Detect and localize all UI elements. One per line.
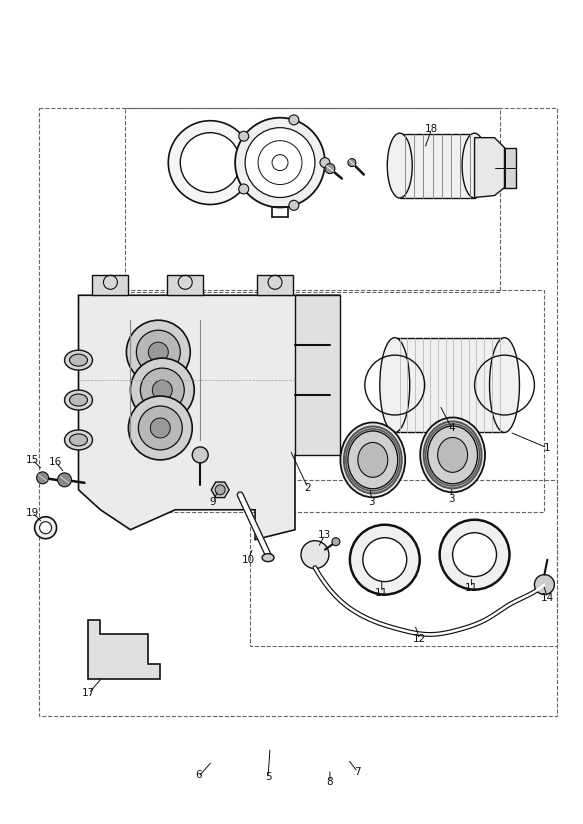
- Circle shape: [332, 538, 340, 545]
- Text: 11: 11: [465, 583, 478, 592]
- Ellipse shape: [490, 338, 519, 433]
- Ellipse shape: [420, 418, 485, 492]
- Circle shape: [150, 418, 170, 438]
- Ellipse shape: [65, 390, 93, 410]
- Circle shape: [245, 128, 315, 198]
- Circle shape: [127, 321, 190, 384]
- Bar: [125, 290, 545, 512]
- Circle shape: [131, 358, 194, 422]
- Text: 1: 1: [544, 443, 551, 453]
- Ellipse shape: [65, 350, 93, 370]
- Polygon shape: [211, 482, 229, 498]
- Text: 7: 7: [354, 767, 361, 777]
- Circle shape: [180, 133, 240, 193]
- Circle shape: [289, 115, 299, 125]
- Ellipse shape: [69, 394, 87, 406]
- Text: 10: 10: [241, 555, 255, 564]
- Circle shape: [440, 520, 510, 590]
- Text: 3: 3: [448, 494, 455, 503]
- Circle shape: [168, 120, 252, 204]
- Circle shape: [37, 472, 48, 484]
- Circle shape: [535, 574, 554, 595]
- Circle shape: [320, 157, 330, 167]
- Bar: [395, 338, 504, 432]
- Circle shape: [148, 342, 168, 362]
- Polygon shape: [295, 295, 340, 455]
- Text: 5: 5: [265, 772, 271, 782]
- Bar: [250, 480, 557, 647]
- Ellipse shape: [438, 438, 468, 472]
- Polygon shape: [167, 275, 203, 295]
- Circle shape: [215, 485, 225, 494]
- Circle shape: [34, 517, 57, 539]
- Circle shape: [128, 396, 192, 460]
- Text: 6: 6: [195, 770, 202, 780]
- Circle shape: [58, 473, 72, 487]
- Text: 2: 2: [305, 483, 311, 493]
- Ellipse shape: [358, 442, 388, 477]
- Ellipse shape: [69, 354, 87, 366]
- Circle shape: [235, 118, 325, 208]
- Text: 14: 14: [541, 592, 554, 602]
- Circle shape: [289, 200, 299, 210]
- Text: 3: 3: [368, 497, 375, 507]
- Text: 12: 12: [413, 634, 426, 644]
- Text: 17: 17: [82, 688, 95, 698]
- Circle shape: [348, 158, 356, 166]
- Circle shape: [136, 330, 180, 374]
- Bar: [125, 108, 500, 293]
- Bar: [38, 108, 557, 716]
- Ellipse shape: [380, 338, 410, 433]
- Polygon shape: [475, 138, 504, 198]
- Bar: [494, 147, 517, 188]
- Circle shape: [141, 368, 184, 412]
- Circle shape: [301, 541, 329, 569]
- Circle shape: [138, 406, 182, 450]
- Text: 13: 13: [318, 530, 332, 540]
- Text: 9: 9: [210, 497, 216, 507]
- Ellipse shape: [462, 133, 487, 198]
- Circle shape: [325, 164, 335, 174]
- Text: 8: 8: [326, 777, 333, 787]
- Polygon shape: [79, 295, 340, 540]
- Ellipse shape: [348, 431, 398, 489]
- Ellipse shape: [428, 426, 477, 484]
- Circle shape: [350, 525, 420, 595]
- Circle shape: [40, 522, 51, 534]
- Circle shape: [192, 447, 208, 463]
- Ellipse shape: [65, 430, 93, 450]
- Circle shape: [363, 538, 407, 582]
- Text: 15: 15: [26, 455, 39, 465]
- Polygon shape: [89, 620, 160, 679]
- Ellipse shape: [387, 133, 412, 198]
- Text: 4: 4: [448, 423, 455, 433]
- Text: 18: 18: [425, 124, 438, 133]
- Ellipse shape: [340, 423, 405, 498]
- Bar: [400, 133, 475, 198]
- Text: 16: 16: [49, 456, 62, 467]
- Polygon shape: [257, 275, 293, 295]
- Ellipse shape: [69, 434, 87, 446]
- Text: 11: 11: [375, 588, 388, 597]
- Text: 19: 19: [26, 508, 39, 517]
- Polygon shape: [93, 275, 128, 295]
- Circle shape: [238, 184, 249, 194]
- Circle shape: [152, 380, 173, 400]
- Ellipse shape: [262, 554, 274, 562]
- Circle shape: [452, 532, 497, 577]
- Circle shape: [238, 131, 249, 141]
